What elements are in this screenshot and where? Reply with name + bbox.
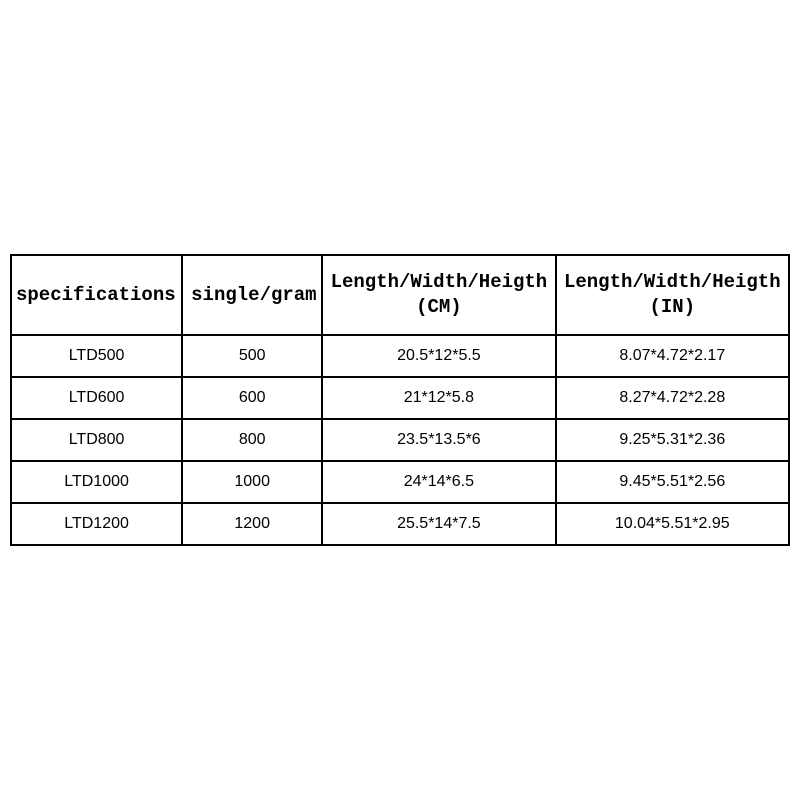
- cell-dim-cm: 23.5*13.5*6: [322, 419, 555, 461]
- cell-weight: 600: [182, 377, 322, 419]
- table-row: LTD1000 1000 24*14*6.5 9.45*5.51*2.56: [11, 461, 789, 503]
- cell-dim-in: 9.45*5.51*2.56: [556, 461, 789, 503]
- cell-spec: LTD1000: [11, 461, 182, 503]
- table-header-row: specifications single/gram Length/Width/…: [11, 255, 789, 335]
- header-label-line2: (CM): [416, 296, 462, 318]
- cell-spec: LTD600: [11, 377, 182, 419]
- header-label-line2: (IN): [649, 296, 695, 318]
- cell-spec: LTD1200: [11, 503, 182, 545]
- header-label: specifications: [16, 284, 176, 306]
- cell-dim-cm: 24*14*6.5: [322, 461, 555, 503]
- cell-weight: 1000: [182, 461, 322, 503]
- spec-table-container: specifications single/gram Length/Width/…: [10, 254, 790, 546]
- cell-dim-in: 9.25*5.31*2.36: [556, 419, 789, 461]
- cell-spec: LTD800: [11, 419, 182, 461]
- cell-weight: 500: [182, 335, 322, 377]
- cell-dim-cm: 21*12*5.8: [322, 377, 555, 419]
- cell-weight: 800: [182, 419, 322, 461]
- cell-dim-in: 8.07*4.72*2.17: [556, 335, 789, 377]
- header-dimensions-cm: Length/Width/Heigth (CM): [322, 255, 555, 335]
- cell-dim-in: 10.04*5.51*2.95: [556, 503, 789, 545]
- spec-table: specifications single/gram Length/Width/…: [10, 254, 790, 546]
- cell-dim-cm: 20.5*12*5.5: [322, 335, 555, 377]
- table-body: LTD500 500 20.5*12*5.5 8.07*4.72*2.17 LT…: [11, 335, 789, 545]
- table-row: LTD600 600 21*12*5.8 8.27*4.72*2.28: [11, 377, 789, 419]
- cell-dim-cm: 25.5*14*7.5: [322, 503, 555, 545]
- cell-dim-in: 8.27*4.72*2.28: [556, 377, 789, 419]
- table-row: LTD500 500 20.5*12*5.5 8.07*4.72*2.17: [11, 335, 789, 377]
- header-weight: single/gram: [182, 255, 322, 335]
- cell-spec: LTD500: [11, 335, 182, 377]
- table-row: LTD800 800 23.5*13.5*6 9.25*5.31*2.36: [11, 419, 789, 461]
- header-specifications: specifications: [11, 255, 182, 335]
- cell-weight: 1200: [182, 503, 322, 545]
- header-dimensions-in: Length/Width/Heigth (IN): [556, 255, 789, 335]
- header-label: single/gram: [191, 284, 316, 306]
- header-label-line1: Length/Width/Heigth: [331, 271, 548, 293]
- header-label-line1: Length/Width/Heigth: [564, 271, 781, 293]
- table-row: LTD1200 1200 25.5*14*7.5 10.04*5.51*2.95: [11, 503, 789, 545]
